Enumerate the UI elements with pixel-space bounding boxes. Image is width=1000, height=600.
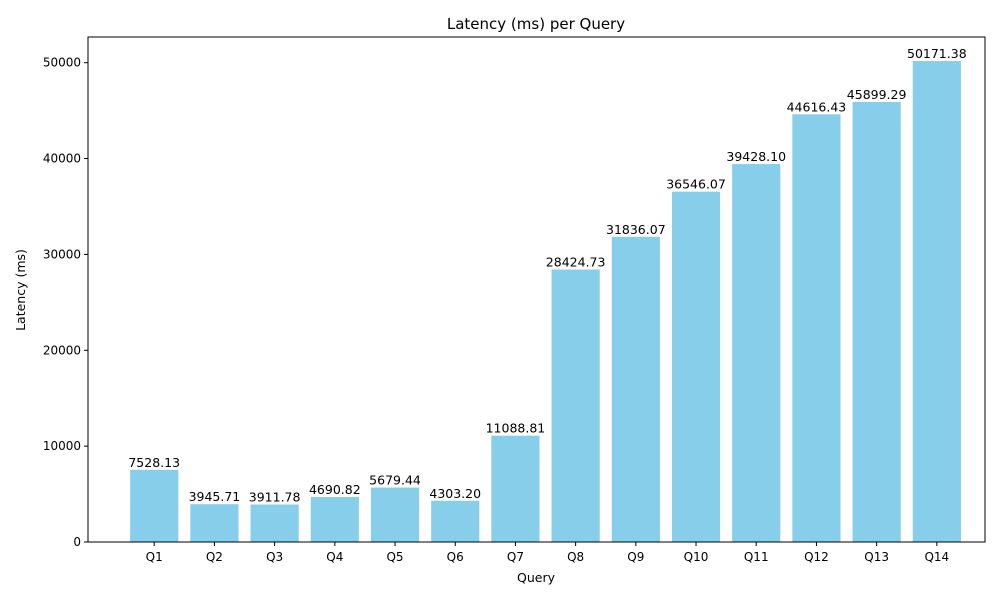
bar-q7 <box>491 435 540 542</box>
data-label-q12: 44616.43 <box>787 99 847 114</box>
data-label-q7: 11088.81 <box>486 421 546 436</box>
data-label-q13: 45899.29 <box>847 87 907 102</box>
data-label-q2: 3945.71 <box>189 489 241 504</box>
bar-q5 <box>370 487 420 542</box>
x-tick-label: Q10 <box>684 550 709 564</box>
x-axis: Q1 Q2 Q3 Q4 Q5 Q6 Q7 Q8 Q9 Q10 Q11 Q12 Q13 Q14 <box>146 542 949 564</box>
data-label-q11: 39428.10 <box>726 149 786 164</box>
y-axis: 0 10000 20000 30000 40000 50000 <box>43 56 88 549</box>
x-tick-label: Q13 <box>864 550 889 564</box>
bar-q9 <box>611 236 660 542</box>
chart-title: Latency (ms) per Query <box>447 15 625 33</box>
bar-q10 <box>671 191 721 542</box>
x-tick-label: Q8 <box>567 550 584 564</box>
x-tick-label: Q7 <box>507 550 524 564</box>
data-label-q9: 31836.07 <box>606 222 666 237</box>
x-tick-label: Q1 <box>146 550 163 564</box>
bar-q14 <box>912 61 961 543</box>
x-tick-label: Q4 <box>326 550 343 564</box>
data-labels-group: 7528.13 3945.71 3911.78 4690.82 5679.44 4303.… <box>128 46 966 504</box>
y-tick-label: 30000 <box>43 247 81 261</box>
y-tick-label: 10000 <box>43 439 81 453</box>
data-label-q4: 4690.82 <box>309 482 361 497</box>
x-tick-label: Q2 <box>206 550 223 564</box>
bar-q4 <box>310 497 359 542</box>
x-tick-label: Q11 <box>744 550 769 564</box>
y-tick-label: 50000 <box>43 56 81 70</box>
bar-q6 <box>431 500 480 542</box>
bars-group <box>130 61 961 543</box>
x-tick-label: Q5 <box>386 550 403 564</box>
x-tick-label: Q3 <box>266 550 283 564</box>
data-label-q3: 3911.78 <box>249 490 301 505</box>
y-tick-label: 0 <box>73 535 81 549</box>
bar-q8 <box>551 269 600 542</box>
bar-q13 <box>852 102 901 542</box>
y-tick-label: 40000 <box>43 152 81 166</box>
x-tick-label: Q14 <box>924 550 949 564</box>
data-label-q10: 36546.07 <box>666 177 726 192</box>
bar-q2 <box>190 504 239 542</box>
data-label-q14: 50171.38 <box>907 46 967 61</box>
y-axis-title: Latency (ms) <box>13 249 28 331</box>
data-label-q8: 28424.73 <box>546 255 606 270</box>
y-tick-label: 20000 <box>43 343 81 357</box>
bar-q11 <box>732 164 781 543</box>
x-axis-title: Query <box>517 570 556 585</box>
plot-frame <box>87 36 986 543</box>
data-label-q6: 4303.20 <box>429 486 481 501</box>
x-tick-label: Q6 <box>447 550 464 564</box>
data-label-q5: 5679.44 <box>369 473 421 488</box>
x-tick-label: Q9 <box>627 550 644 564</box>
bar-q3 <box>250 504 299 542</box>
x-tick-label: Q12 <box>804 550 829 564</box>
bar-q12 <box>792 114 841 543</box>
bar-q1 <box>130 469 179 542</box>
data-label-q1: 7528.13 <box>128 455 180 470</box>
